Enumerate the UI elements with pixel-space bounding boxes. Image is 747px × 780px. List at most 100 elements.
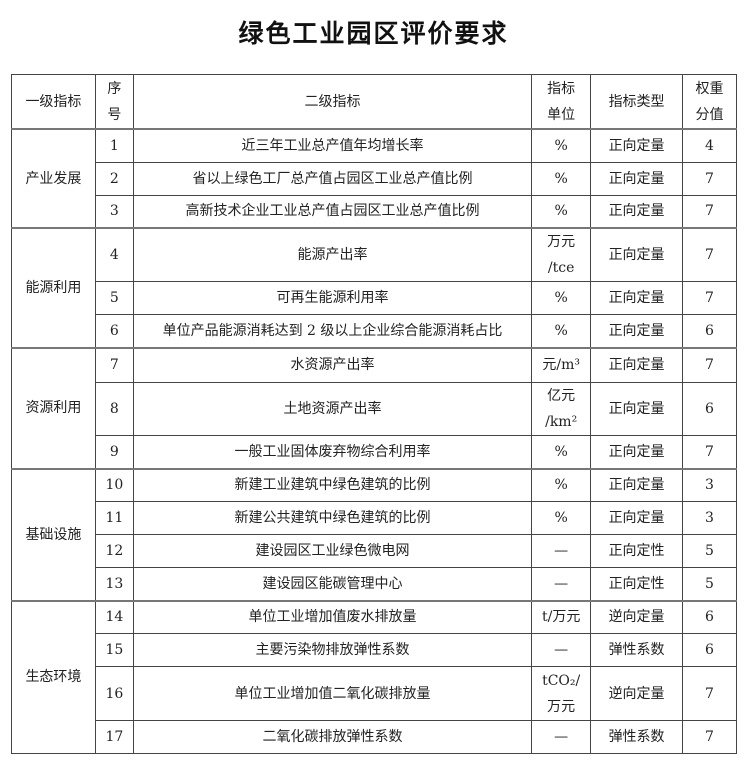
table-body: 产业发展 1 近三年工业总产值年均增长率% 正向定量 4 2 省以上绿色工厂总产值占园区工业… bbox=[11, 128, 737, 754]
table-row: 5 可再生能源利用率% 正向定量 7 bbox=[12, 281, 737, 315]
weight-cell: 7 bbox=[682, 161, 737, 196]
weight-cell: 7 bbox=[682, 666, 737, 721]
indicator-type-cell: 弹性系数 bbox=[590, 720, 683, 754]
unit-cell: 万元 /tce bbox=[531, 227, 592, 282]
row-number-cell: 8 bbox=[94, 382, 134, 436]
indicator-type-cell: 正向定性 bbox=[590, 567, 683, 601]
row-number-cell: 15 bbox=[94, 633, 134, 667]
level2-indicator-cell: 高新技术企业工业总产值占园区工业总产值比例 bbox=[132, 194, 533, 229]
level2-indicator-cell: 新建公共建筑中绿色建筑的比例 bbox=[132, 501, 533, 535]
weight-cell: 7 bbox=[682, 435, 737, 469]
header-type: 指标类型 bbox=[590, 74, 683, 130]
unit-cell: % bbox=[531, 435, 592, 469]
table-row: 2 省以上绿色工厂总产值占园区工业总产值比例% 正向定量 7 bbox=[12, 161, 737, 196]
table-row: 3 高新技术企业工业总产值占园区工业总产值比例% 正向定量 7 bbox=[12, 194, 737, 229]
level2-indicator-cell: 新建工业建筑中绿色建筑的比例 bbox=[132, 467, 533, 502]
document-title: 绿色工业园区评价要求 bbox=[238, 19, 509, 48]
row-number-cell: 3 bbox=[94, 194, 134, 229]
weight-cell: 7 bbox=[682, 346, 737, 383]
weight-cell: 7 bbox=[682, 194, 737, 229]
header-unit: 指标 单位 bbox=[531, 74, 592, 130]
level1-indicator-cell: 能源利用 bbox=[11, 227, 96, 348]
level2-indicator-cell: 建设园区能碳管理中心 bbox=[132, 567, 533, 601]
level2-indicator-cell: 可再生能源利用率 bbox=[132, 281, 533, 315]
indicator-type-cell: 正向定量 bbox=[590, 128, 683, 163]
table-row: 9 一般工业固体废弃物综合利用率% 正向定量 7 bbox=[12, 435, 737, 469]
header-no: 序 号 bbox=[94, 74, 134, 130]
evaluation-table: 一级指标 序 号 二级指标 指标 单位 指标类型 权重 分值 产业发展 1 近三年工… bbox=[11, 74, 737, 754]
unit-cell: 亿元 /km² bbox=[531, 382, 592, 436]
weight-cell: 5 bbox=[682, 534, 737, 568]
table-row: 13 建设园区能碳管理中心 — 正向定性 5 bbox=[12, 567, 737, 601]
level2-indicator-cell: 近三年工业总产值年均增长率 bbox=[132, 128, 533, 163]
level1-indicator-cell: 生态环境 bbox=[11, 599, 96, 754]
unit-cell: — bbox=[531, 633, 592, 667]
level1-indicator-cell: 资源利用 bbox=[11, 346, 96, 469]
indicator-type-cell: 正向定量 bbox=[590, 314, 683, 348]
weight-cell: 6 bbox=[682, 314, 737, 348]
table-row: 生态环境 14 单位工业增加值废水排放量 t/万元 逆向定量 6 bbox=[11, 599, 737, 754]
row-number-cell: 12 bbox=[94, 534, 134, 568]
table-row: 基础设施 10 新建工业建筑中绿色建筑的比例% 正向定量 3 bbox=[11, 467, 737, 601]
level2-indicator-cell: 水资源产出率 bbox=[132, 346, 533, 383]
unit-cell: % bbox=[531, 467, 592, 502]
indicator-type-cell: 正向定量 bbox=[590, 501, 683, 535]
table-row: 15 主要污染物排放弹性系数 — 弹性系数 6 bbox=[12, 633, 737, 667]
header-level1: 一级指标 bbox=[11, 74, 96, 130]
row-number-cell: 5 bbox=[94, 281, 134, 315]
level1-indicator-cell: 产业发展 bbox=[11, 128, 96, 229]
indicator-type-cell: 正向定量 bbox=[590, 346, 683, 383]
table-row: 12 建设园区工业绿色微电网 — 正向定性 5 bbox=[12, 534, 737, 568]
weight-cell: 3 bbox=[682, 467, 737, 502]
unit-cell: — bbox=[531, 567, 592, 601]
weight-cell: 3 bbox=[682, 501, 737, 535]
table-row: 产业发展 1 近三年工业总产值年均增长率% 正向定量 4 bbox=[11, 128, 737, 229]
level2-indicator-cell: 单位工业增加值废水排放量 bbox=[132, 599, 533, 634]
unit-cell: % bbox=[531, 128, 592, 163]
level2-indicator-cell: 单位工业增加值二氧化碳排放量 bbox=[132, 666, 533, 721]
weight-cell: 7 bbox=[682, 227, 737, 282]
table-row: 能源利用 4 能源产出率 万元 /tce 正向定量 7 bbox=[11, 227, 737, 348]
row-number-cell: 17 bbox=[94, 720, 134, 754]
row-number-cell: 7 bbox=[94, 346, 134, 383]
level1-indicator-cell: 基础设施 bbox=[11, 467, 96, 601]
row-number-cell: 9 bbox=[94, 435, 134, 469]
row-number-cell: 4 bbox=[94, 227, 134, 282]
indicator-type-cell: 正向定量 bbox=[590, 382, 683, 436]
indicator-type-cell: 正向定性 bbox=[590, 534, 683, 568]
indicator-type-cell: 正向定量 bbox=[590, 194, 683, 229]
indicator-type-cell: 弹性系数 bbox=[590, 633, 683, 667]
row-number-cell: 13 bbox=[94, 567, 134, 601]
table-row: 6 单位产品能源消耗达到 2 级以上企业综合能源消耗占比% 正向定量 6 bbox=[12, 314, 737, 348]
level2-indicator-cell: 二氧化碳排放弹性系数 bbox=[132, 720, 533, 754]
unit-cell: % bbox=[531, 194, 592, 229]
weight-cell: 6 bbox=[682, 599, 737, 634]
indicator-type-cell: 正向定量 bbox=[590, 435, 683, 469]
row-number-cell: 1 bbox=[94, 128, 134, 163]
unit-cell: % bbox=[531, 314, 592, 348]
level2-indicator-cell: 能源产出率 bbox=[132, 227, 533, 282]
level2-indicator-cell: 一般工业固体废弃物综合利用率 bbox=[132, 435, 533, 469]
weight-cell: 7 bbox=[682, 720, 737, 754]
row-number-cell: 10 bbox=[94, 467, 134, 502]
weight-cell: 4 bbox=[682, 128, 737, 163]
table-row: 11 新建公共建筑中绿色建筑的比例% 正向定量 3 bbox=[12, 501, 737, 535]
weight-cell: 6 bbox=[682, 382, 737, 436]
indicator-type-cell: 正向定量 bbox=[590, 467, 683, 502]
level2-indicator-cell: 省以上绿色工厂总产值占园区工业总产值比例 bbox=[132, 161, 533, 196]
weight-cell: 6 bbox=[682, 633, 737, 667]
indicator-type-cell: 正向定量 bbox=[590, 161, 683, 196]
table-row: 17 二氧化碳排放弹性系数 — 弹性系数 7 bbox=[12, 720, 737, 754]
table-row: 16 单位工业增加值二氧化碳排放量 tCO₂/ 万元 逆向定量 7 bbox=[12, 666, 737, 721]
row-number-cell: 14 bbox=[94, 599, 134, 634]
unit-cell: 元/m³ bbox=[531, 346, 592, 383]
row-number-cell: 2 bbox=[94, 161, 134, 196]
unit-cell: % bbox=[531, 281, 592, 315]
unit-cell: tCO₂/ 万元 bbox=[531, 666, 592, 721]
table-row: 8 土地资源产出率 亿元 /km² 正向定量 6 bbox=[12, 382, 737, 436]
level2-indicator-cell: 单位产品能源消耗达到 2 级以上企业综合能源消耗占比 bbox=[132, 314, 533, 348]
indicator-type-cell: 逆向定量 bbox=[590, 599, 683, 634]
row-number-cell: 6 bbox=[94, 314, 134, 348]
table-header-row: 一级指标 序 号 二级指标 指标 单位 指标类型 权重 分值 bbox=[11, 74, 737, 130]
header-weight: 权重 分值 bbox=[682, 74, 737, 130]
